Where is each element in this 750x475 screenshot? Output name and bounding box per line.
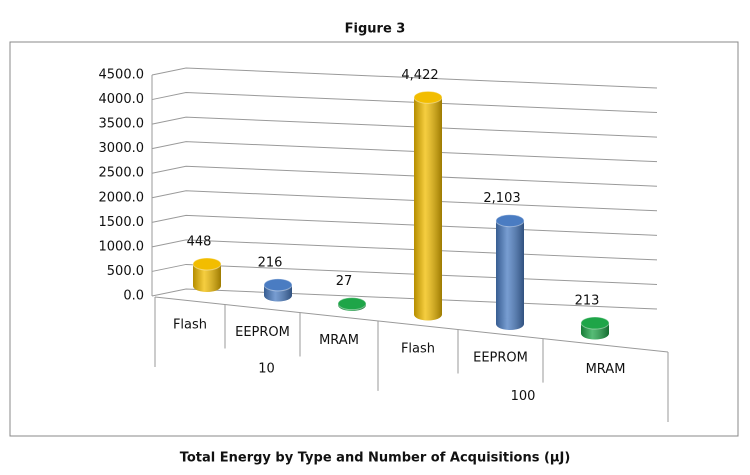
bar-top xyxy=(192,257,222,271)
value-label: 27 xyxy=(336,274,353,289)
bar-bottom-shade xyxy=(414,308,442,321)
grid-line xyxy=(151,263,658,285)
bar-bottom-shade xyxy=(193,280,221,292)
y-tick-label: 4000.0 xyxy=(99,92,145,107)
y-tick-label: 2500.0 xyxy=(99,166,145,181)
y-tick-label: 2000.0 xyxy=(99,190,145,205)
x-tick-label: Flash xyxy=(401,342,435,357)
x-axis-title: Total Energy by Type and Number of Acqui… xyxy=(180,451,571,466)
grid-line xyxy=(151,165,658,187)
value-label: 4,422 xyxy=(401,68,438,83)
bar-top xyxy=(413,90,443,104)
grid-line xyxy=(151,214,658,236)
bar-top xyxy=(263,278,293,292)
bar-top xyxy=(580,316,610,330)
value-label: 2,103 xyxy=(483,191,520,206)
x-tick-label: MRAM xyxy=(319,333,359,348)
bar-bottom-shade xyxy=(264,289,292,302)
grid-line xyxy=(151,239,658,261)
bar-shade xyxy=(193,263,221,286)
bar-bottom-shade xyxy=(496,318,524,330)
x-tick-label: Flash xyxy=(173,317,207,332)
y-tick-label: 3000.0 xyxy=(99,141,145,156)
grid-line xyxy=(151,116,658,138)
y-tick-label: 4500.0 xyxy=(99,68,145,83)
x-tick-label: MRAM xyxy=(586,362,626,377)
grid-line xyxy=(151,92,658,114)
category-axis xyxy=(154,296,669,353)
grid-line xyxy=(151,67,658,89)
chart-frame xyxy=(9,41,739,437)
bar-top xyxy=(337,297,367,311)
y-tick-label: 3500.0 xyxy=(99,117,145,132)
y-tick-label: 500.0 xyxy=(107,264,144,279)
y-tick-label: 1000.0 xyxy=(99,239,145,254)
group-label: 10 xyxy=(258,361,275,376)
bar-top xyxy=(495,214,525,228)
value-label: 213 xyxy=(575,294,600,309)
group-label: 100 xyxy=(511,389,536,404)
grid-line xyxy=(151,190,658,212)
x-tick-label: EEPROM xyxy=(235,325,290,340)
bar-shade xyxy=(496,220,524,324)
chart-title: Figure 3 xyxy=(345,22,406,37)
y-tick-label: 1500.0 xyxy=(99,215,145,230)
y-tick-label: 0.0 xyxy=(123,289,144,304)
grid-line xyxy=(151,141,658,163)
bar-bottom-shade xyxy=(581,327,609,340)
x-tick-label: EEPROM xyxy=(473,351,528,366)
bar-shade xyxy=(414,97,442,315)
value-label: 448 xyxy=(187,234,212,249)
value-label: 216 xyxy=(258,255,283,270)
